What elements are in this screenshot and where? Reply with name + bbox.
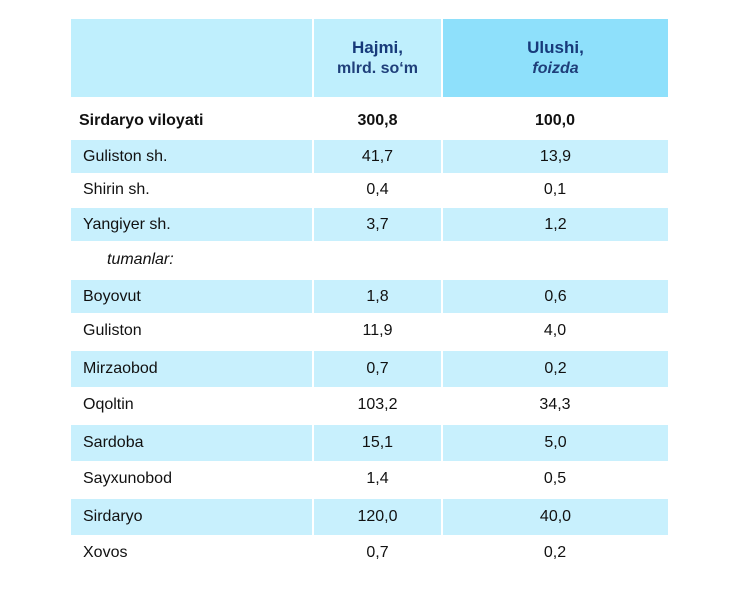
header-volume-title: Hajmi, xyxy=(351,38,404,57)
table-row: Sayxunobod 1,4 0,5 xyxy=(71,461,668,498)
table-row: Shirin sh. 0,4 0,1 xyxy=(71,173,668,207)
row-share: 40,0 xyxy=(442,497,668,535)
header-volume-unit: mlrd. so‘m xyxy=(337,60,418,77)
statistics-table: Hajmi, mlrd. so‘m Ulushi, foizda Sirdary… xyxy=(71,19,668,571)
row-share: 0,6 xyxy=(442,278,668,313)
row-volume: 41,7 xyxy=(313,138,443,173)
row-volume: 103,2 xyxy=(357,396,398,413)
row-share: 0,2 xyxy=(442,349,668,387)
districts-subheader: tumanlar: xyxy=(107,250,174,268)
row-volume: 11,9 xyxy=(362,322,393,339)
table-header-row: Hajmi, mlrd. so‘m Ulushi, foizda xyxy=(71,19,668,97)
row-volume: 300,8 xyxy=(357,111,398,129)
header-share-title: Ulushi, xyxy=(527,38,584,57)
row-share: 34,3 xyxy=(539,396,571,413)
row-share: 0,2 xyxy=(543,544,567,561)
row-share: 0,1 xyxy=(543,180,567,198)
row-share: 1,2 xyxy=(442,206,668,241)
row-share: 13,9 xyxy=(442,138,668,173)
row-volume: 0,4 xyxy=(366,180,389,198)
row-share: 100,0 xyxy=(534,111,576,129)
table-row: Yangiyer sh. 3,7 1,2 xyxy=(71,206,668,241)
row-volume: 120,0 xyxy=(313,497,443,535)
row-name: Sardoba xyxy=(71,423,314,461)
row-name: Sirdaryo viloyati xyxy=(79,111,204,129)
header-volume-cell: Hajmi, mlrd. so‘m xyxy=(313,19,443,97)
table-row: Guliston 11,9 4,0 xyxy=(71,313,668,350)
row-name: Xovos xyxy=(83,544,128,561)
table-row: Sardoba 15,1 5,0 xyxy=(71,423,668,461)
row-name: Mirzaobod xyxy=(71,349,314,387)
row-volume: 15,1 xyxy=(313,423,443,461)
row-name: Boyovut xyxy=(71,278,314,313)
row-name: Shirin sh. xyxy=(83,180,150,198)
table-row: Sirdaryo 120,0 40,0 xyxy=(71,497,668,535)
row-volume: 0,7 xyxy=(366,544,389,561)
table-row: Guliston sh. 41,7 13,9 xyxy=(71,138,668,173)
header-name-cell xyxy=(71,19,314,97)
row-volume: 1,4 xyxy=(366,470,389,487)
row-share: 4,0 xyxy=(543,322,567,339)
header-share-cell: Ulushi, foizda xyxy=(442,19,668,97)
row-name: Oqoltin xyxy=(83,396,134,413)
row-name: Guliston xyxy=(83,322,142,339)
row-volume: 1,8 xyxy=(313,278,443,313)
row-share: 5,0 xyxy=(442,423,668,461)
row-volume: 0,7 xyxy=(313,349,443,387)
header-share-unit: foizda xyxy=(532,60,579,77)
row-volume: 3,7 xyxy=(313,206,443,241)
row-share: 0,5 xyxy=(543,470,567,487)
row-name: Sirdaryo xyxy=(71,497,314,535)
table-row: Boyovut 1,8 0,6 xyxy=(71,278,668,313)
table-row-total: Sirdaryo viloyati 300,8 100,0 xyxy=(71,103,668,139)
row-name: Yangiyer sh. xyxy=(71,206,314,241)
table-subheader-row: tumanlar: xyxy=(71,241,668,279)
table-row: Oqoltin 103,2 34,3 xyxy=(71,387,668,424)
row-name: Sayxunobod xyxy=(83,470,172,487)
table-row: Xovos 0,7 0,2 xyxy=(71,535,668,571)
row-name: Guliston sh. xyxy=(71,138,314,173)
table-row: Mirzaobod 0,7 0,2 xyxy=(71,349,668,387)
